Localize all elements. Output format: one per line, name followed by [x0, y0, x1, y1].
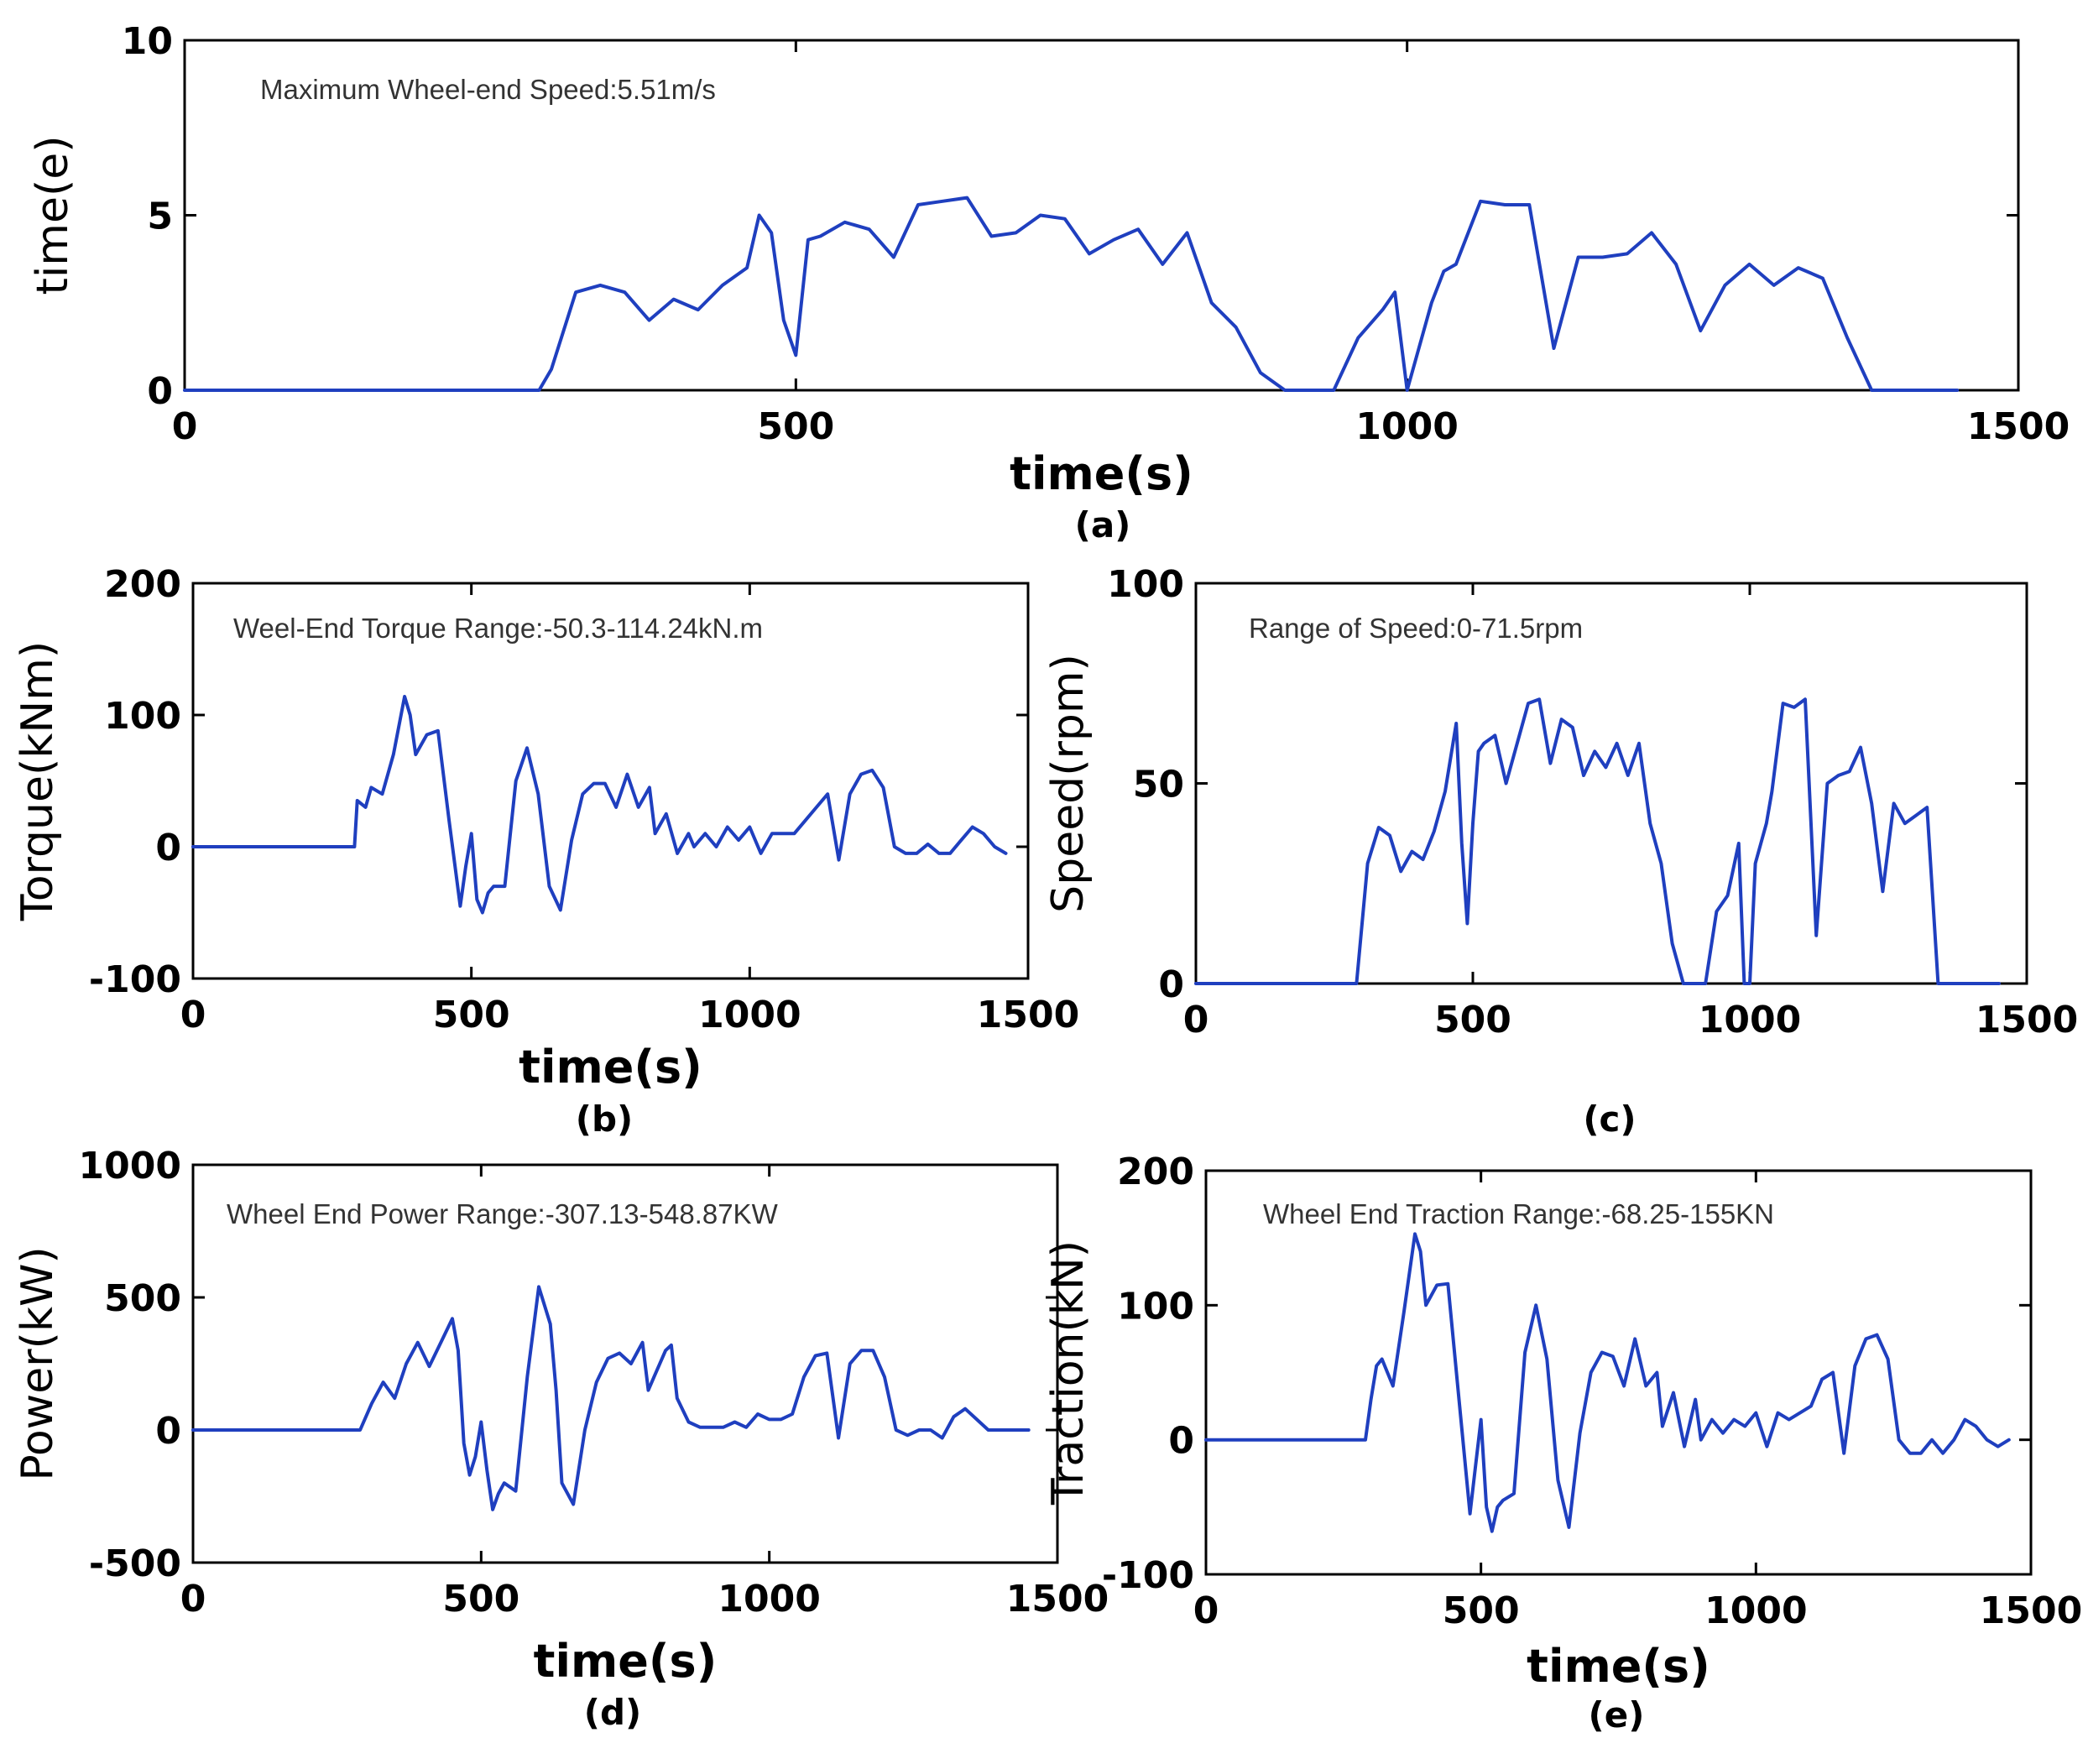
x-axis-label: time(s) [1010, 447, 1193, 500]
x-tick-label: 0 [180, 1578, 206, 1620]
x-tick-label: 500 [433, 994, 510, 1036]
y-tick-label: 200 [1117, 1151, 1194, 1193]
chart-a: 0 500 1000 1500 0 5 10 Maximum Wheel-end Speed:… [28, 20, 2070, 545]
x-tick-label: 500 [757, 405, 834, 448]
y-tick-label: 0 [1158, 963, 1184, 1006]
x-tick-label: 0 [1183, 999, 1209, 1041]
x-tick-label: 1000 [698, 994, 801, 1036]
annotation-text: Wheel End Traction Range:-68.25-155KN [1263, 1198, 1774, 1229]
plot-frame [191, 582, 1030, 980]
panel-caption: (c) [1583, 1099, 1636, 1140]
y-tick-label: 0 [1168, 1420, 1194, 1463]
y-tick-label: -500 [89, 1542, 181, 1585]
y-tick-label: 10 [122, 20, 173, 63]
x-axis-label: time(s) [1527, 1640, 1710, 1693]
x-tick-label: 500 [442, 1578, 519, 1620]
y-tick-label: 0 [155, 1410, 181, 1453]
y-tick-label: 200 [104, 563, 181, 606]
x-axis-label: time(s) [534, 1635, 718, 1688]
x-tick-label: 0 [180, 994, 206, 1036]
panel-caption: (b) [576, 1099, 633, 1140]
y-tick-label: 100 [104, 695, 181, 738]
y-axis-label: Power(kW) [13, 1246, 63, 1480]
annotation-text: Wheel End Power Range:-307.13-548.87KW [227, 1198, 779, 1229]
x-tick-label: 500 [1443, 1589, 1520, 1632]
chart-c: 0 500 1000 1500 0 50 100 Range of Speed:0-71.5r… [1043, 563, 2078, 1140]
series-line [191, 1285, 1031, 1511]
annotation-text: Range of Speed:0-71.5rpm [1249, 613, 1583, 644]
y-tick-label: 100 [1107, 563, 1184, 606]
y-tick-label: 0 [155, 827, 181, 869]
x-tick-label: 1000 [1704, 1589, 1807, 1632]
y-tick-label: -100 [89, 958, 181, 1001]
panel-caption: (a) [1075, 504, 1131, 545]
x-tick-label: 500 [1434, 999, 1511, 1041]
x-tick-label: 0 [1193, 1589, 1219, 1632]
annotation-text: Weel-End Torque Range:-50.3-114.24kN.m [233, 613, 763, 644]
x-tick-label: 1500 [1006, 1578, 1109, 1620]
x-tick-label: 1000 [718, 1578, 820, 1620]
panel-caption: (d) [584, 1692, 641, 1733]
x-axis-label: time(s) [519, 1041, 702, 1093]
x-tick-label: 1500 [1967, 405, 2070, 448]
series-line [191, 695, 1008, 915]
y-axis-label: time(e) [28, 135, 78, 295]
y-tick-label: 1000 [79, 1145, 181, 1187]
y-tick-label: 100 [1117, 1285, 1194, 1328]
panel-caption: (e) [1589, 1694, 1645, 1735]
plot-frame [191, 1163, 1059, 1564]
y-axis-label: Torque(kNm) [13, 641, 63, 921]
y-axis-label: Traction(kN) [1043, 1240, 1094, 1506]
y-axis-label: Speed(rpm) [1043, 654, 1094, 913]
x-tick-label: 1500 [1980, 1589, 2082, 1632]
y-tick-label: 500 [104, 1277, 181, 1320]
annotation-text: Maximum Wheel-end Speed:5.51m/s [260, 74, 716, 105]
x-tick-label: 0 [172, 405, 198, 448]
x-tick-label: 1500 [977, 994, 1079, 1036]
y-tick-label: 0 [147, 370, 173, 413]
series-line [1194, 697, 2001, 985]
y-tick-label: 50 [1133, 764, 1184, 806]
x-tick-label: 1000 [1355, 405, 1458, 448]
plot-frame [1204, 1169, 2033, 1576]
y-tick-label: 5 [147, 196, 173, 238]
x-tick-label: 1500 [1976, 999, 2078, 1041]
y-tick-label: -100 [1102, 1554, 1194, 1597]
series-line [1204, 1232, 2011, 1533]
series-line [183, 196, 1960, 392]
x-tick-label: 1000 [1699, 999, 1801, 1041]
